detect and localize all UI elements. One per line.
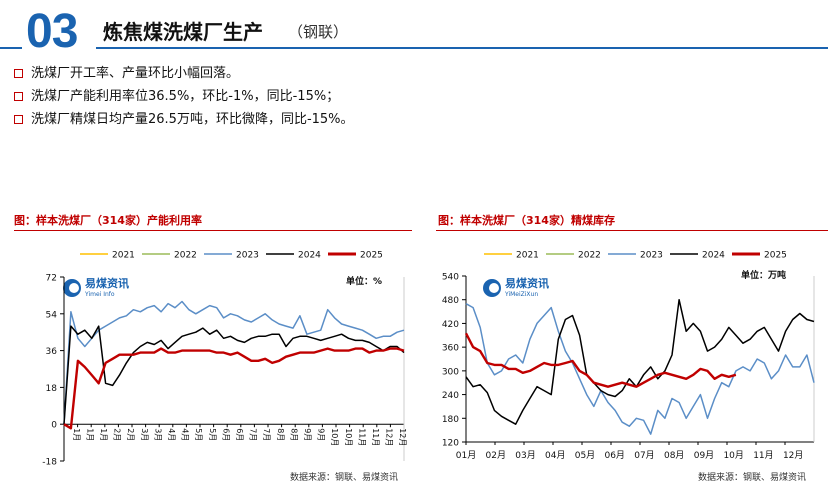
chart1-y-tick-label: 54: [46, 310, 58, 320]
chart2-x-tick-label: 11月: [753, 450, 773, 461]
chart1-x-tick-label: 4月: [181, 428, 190, 441]
chart1-x-tick-label: 8月: [289, 428, 298, 441]
chart1-logo-text: 易煤资讯: [85, 276, 129, 290]
bullet-text: 洗煤厂精煤日均产量26.5万吨，环比微降，同比-15%。: [31, 112, 354, 127]
chart2-source: 数据来源：钢联、易煤资讯: [698, 473, 807, 483]
chart1-x-tick-label: 12月: [398, 428, 407, 446]
page-title: 炼焦煤洗煤厂生产: [103, 20, 263, 44]
chart2-y-tick-label: 120: [442, 439, 459, 449]
page-header: 03 炼焦煤洗煤厂生产 （钢联）: [0, 0, 828, 62]
bullet-text: 洗煤厂开工率、产量环比小幅回落。: [31, 66, 240, 81]
chart1-y-tick-label: 0: [51, 421, 57, 431]
chart2-title-rule: [436, 230, 828, 231]
chart2-series-2025: [464, 332, 737, 388]
chart1-series-2024: [63, 325, 405, 425]
chart1-x-tick-label: 8月: [276, 428, 285, 441]
chart1-x-tick-label: 12月: [385, 428, 394, 446]
chart2-x-tick-label: 01月: [456, 450, 476, 461]
chart2-legend-label: 2023: [640, 251, 663, 261]
page-subtitle: （钢联）: [288, 23, 349, 41]
chart1-x-tick-label: 11月: [371, 428, 380, 446]
chart1-x-tick-label: 1月: [72, 428, 81, 441]
chart1-title-rule: [14, 230, 412, 231]
chart2-x-tick-label: 06月: [604, 450, 624, 461]
chart2-x-tick-label: 02月: [486, 450, 506, 461]
section-number: 03: [26, 5, 78, 58]
chart2-x-tick-label: 12月: [783, 450, 803, 461]
chart1-x-tick-label: 5月: [208, 428, 217, 441]
chart2-y-tick-label: 180: [442, 415, 459, 425]
chart1-series-2023: [63, 300, 405, 425]
chart1-x-tick-label: 10月: [344, 428, 353, 446]
chart1-x-tick-label: 6月: [221, 428, 230, 441]
bullet-item: 洗煤厂产能利用率位36.5%，环比-1%，同比-15%；: [14, 85, 354, 108]
chart2-x-tick-label: 05月: [575, 450, 595, 461]
chart1-y-tick-label: 18: [46, 384, 58, 394]
chart2-x-tick-label: 04月: [545, 450, 565, 461]
chart1-x-tick-label: 7月: [262, 428, 271, 441]
chart2-logo-subtext: YiMeiZiXun: [504, 291, 538, 298]
chart2-series-2023: [465, 303, 815, 435]
bullet-item: 洗煤厂精煤日均产量26.5万吨，环比微降，同比-15%。: [14, 108, 354, 131]
chart2-legend-label: 2025: [764, 251, 787, 261]
chart2-title: 图：样本洗煤厂（314家）精煤库存: [438, 214, 615, 227]
header-divider-left: [0, 47, 22, 49]
bullet-square-icon: [14, 115, 23, 124]
chart2-y-tick-label: 300: [442, 367, 459, 377]
chart2-legend-label: 2021: [516, 251, 539, 261]
chart2-x-tick-label: 10月: [723, 450, 743, 461]
chart2-x-tick-label: 03月: [515, 450, 535, 461]
chart1-logo-icon-inner: [69, 283, 79, 293]
chart2-x-tick-label: 07月: [634, 450, 654, 461]
chart2-y-tick-label: 420: [442, 320, 459, 330]
chart1-legend-label: 2021: [112, 251, 135, 261]
chart1-x-tick-label: 4月: [167, 428, 176, 441]
chart1-x-tick-label: 9月: [303, 428, 312, 441]
chart2-series-2024: [465, 298, 815, 425]
chart1-legend-label: 2024: [298, 251, 321, 261]
chart2-legend-label: 2022: [578, 251, 601, 261]
chart2-legend-label: 2024: [702, 251, 725, 261]
chart1-x-tick-label: 2月: [126, 428, 135, 441]
chart2-x-tick-label: 09月: [694, 450, 714, 461]
chart1-x-tick-label: 2月: [113, 428, 122, 441]
chart2-y-tick-label: 240: [442, 391, 459, 401]
chart1-legend-label: 2025: [360, 251, 383, 261]
chart1-x-tick-label: 6月: [235, 428, 244, 441]
chart1-x-tick-label: 11月: [357, 428, 366, 446]
chart1-y-tick-label: 36: [46, 347, 58, 357]
chart1-y-tick-label: 72: [46, 274, 57, 284]
chart1-x-tick-label: 1月: [99, 428, 108, 441]
chart1-x-tick-label: 9月: [317, 428, 326, 441]
chart1-x-tick-label: 3月: [153, 428, 162, 441]
chart1-x-tick-label: 3月: [140, 428, 149, 441]
chart2-unit-label: 单位：万吨: [741, 269, 786, 281]
chart1-y-tick-label: -18: [42, 458, 57, 468]
chart2-logo-text: 易煤资讯: [505, 276, 549, 290]
bullet-item: 洗煤厂开工率、产量环比小幅回落。: [14, 62, 354, 85]
chart1-legend-label: 2023: [236, 251, 259, 261]
chart1-x-tick-label: 7月: [249, 428, 258, 441]
bullet-square-icon: [14, 92, 23, 101]
chart1-legend-label: 2022: [174, 251, 197, 261]
chart1-unit-label: 单位：%: [346, 275, 382, 287]
chart2-y-tick-label: 360: [442, 344, 459, 354]
chart1-x-tick-label: 1月: [85, 428, 94, 441]
bullet-square-icon: [14, 69, 23, 78]
chart2-x-tick-label: 08月: [664, 450, 684, 461]
chart1-source: 数据来源：钢联、易煤资讯: [290, 473, 399, 483]
chart1-title: 图：样本洗煤厂（314家）产能利用率: [14, 214, 202, 227]
chart2-y-tick-label: 540: [442, 273, 459, 283]
chart1-logo-subtext: Yimei Info: [84, 291, 115, 298]
chart1-series-2025: [63, 347, 405, 430]
chart1-x-tick-label: 5月: [194, 428, 203, 441]
bullet-text: 洗煤厂产能利用率位36.5%，环比-1%，同比-15%；: [31, 89, 340, 104]
bullet-list: 洗煤厂开工率、产量环比小幅回落。 洗煤厂产能利用率位36.5%，环比-1%，同比…: [14, 62, 354, 131]
chart1-x-tick-label: 10月: [330, 428, 339, 446]
header-divider: [96, 47, 828, 49]
chart2-y-tick-label: 480: [442, 296, 459, 306]
chart2-logo-icon-inner: [489, 283, 499, 293]
